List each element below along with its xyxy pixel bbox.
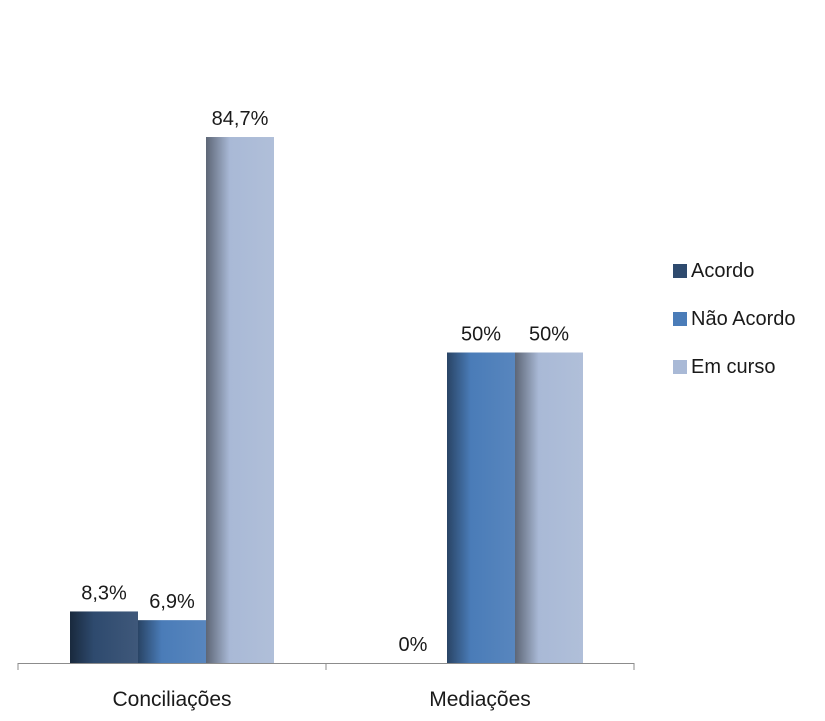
legend-swatch-acordo	[673, 264, 687, 278]
bar-mediacoes-nao-acordo	[447, 352, 515, 663]
data-label-conciliacoes-nao-acordo: 6,9%	[149, 591, 195, 613]
data-label-mediacoes-nao-acordo: 50%	[461, 324, 501, 346]
legend: Acordo Não Acordo Em curso	[673, 258, 796, 402]
legend-label-em-curso: Em curso	[691, 355, 776, 378]
legend-item-nao-acordo: Não Acordo	[673, 306, 796, 332]
legend-swatch-em-curso	[673, 360, 687, 374]
data-label-conciliacoes-em-curso: 84,7%	[212, 108, 269, 130]
bar-conciliacoes-acordo	[70, 611, 138, 663]
data-label-mediacoes-em-curso: 50%	[529, 324, 569, 346]
legend-label-acordo: Acordo	[691, 259, 755, 282]
data-label-conciliacoes-acordo: 8,3%	[81, 582, 127, 604]
bar-conciliacoes-em-curso	[206, 137, 274, 663]
legend-item-acordo: Acordo	[673, 258, 796, 284]
legend-swatch-nao-acordo	[673, 312, 687, 326]
data-label-mediacoes-acordo: 0%	[399, 634, 428, 656]
bar-conciliacoes-nao-acordo	[138, 620, 206, 663]
x-tick-label-conciliacoes: Conciliações	[112, 688, 231, 711]
legend-item-em-curso: Em curso	[673, 354, 796, 380]
x-tick-label-mediacoes: Mediações	[429, 688, 531, 711]
bar-mediacoes-em-curso	[515, 352, 583, 663]
legend-label-nao-acordo: Não Acordo	[691, 307, 796, 330]
